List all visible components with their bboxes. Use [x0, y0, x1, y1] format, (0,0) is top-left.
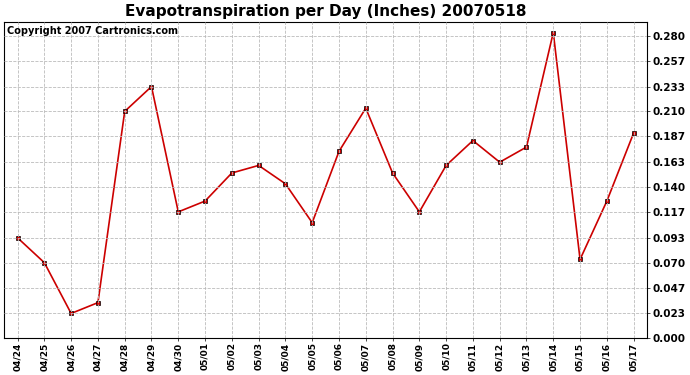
- Title: Evapotranspiration per Day (Inches) 20070518: Evapotranspiration per Day (Inches) 2007…: [125, 4, 526, 19]
- Text: Copyright 2007 Cartronics.com: Copyright 2007 Cartronics.com: [8, 27, 179, 36]
